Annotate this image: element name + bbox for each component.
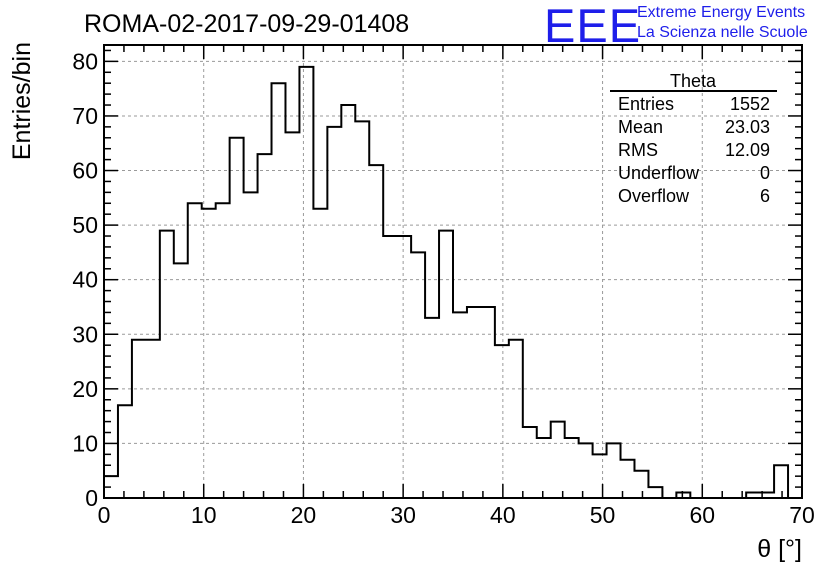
histogram-bin (202, 209, 216, 498)
histogram-bin (355, 121, 369, 498)
histogram-bin (565, 438, 579, 498)
histogram-bin (132, 340, 146, 498)
eee-logo: EEE (544, 0, 642, 52)
y-tick-label: 20 (72, 376, 98, 402)
x-tick-label: 10 (191, 502, 217, 528)
histogram-bin (118, 405, 132, 498)
stats-value: 0 (760, 163, 770, 183)
stats-label: Entries (618, 94, 674, 114)
logo-line-1: Extreme Energy Events (637, 4, 806, 21)
histogram-bin (439, 231, 453, 498)
y-tick-label: 0 (85, 485, 98, 511)
stats-value: 12.09 (725, 140, 770, 160)
y-tick-label: 40 (72, 267, 98, 293)
x-tick-label: 40 (490, 502, 516, 528)
histogram-bin (160, 231, 174, 498)
stats-box-title: Theta (670, 71, 717, 91)
histogram-bin (244, 192, 258, 498)
histogram-bin (188, 203, 202, 498)
x-tick-label: 30 (390, 502, 416, 528)
stats-label: Overflow (618, 186, 690, 206)
histogram-bin (453, 312, 467, 498)
stats-label: Mean (618, 117, 663, 137)
eee-logo-caption: Extreme Energy Events La Scienza nelle S… (637, 3, 808, 43)
histogram-bin (272, 83, 286, 498)
histogram-bin (425, 318, 439, 498)
histogram-bin (341, 105, 355, 498)
histogram-title: ROMA-02-2017-09-29-01408 (84, 10, 410, 38)
x-tick-label: 0 (98, 502, 111, 528)
y-tick-label: 30 (72, 321, 98, 347)
histogram-bin (648, 487, 662, 498)
stats-value: 23.03 (725, 117, 770, 137)
plot-frame (103, 44, 803, 499)
histogram-bin (299, 67, 313, 498)
x-tick-label: 20 (291, 502, 317, 528)
histogram-bin (495, 345, 509, 498)
histogram-bin (327, 127, 341, 498)
histogram-bin (285, 132, 299, 498)
x-tick-label: 70 (789, 502, 815, 528)
histogram-series (103, 65, 802, 499)
stats-value: 6 (760, 186, 770, 206)
y-tick-label: 70 (72, 103, 98, 129)
y-tick-label: 60 (72, 158, 98, 184)
histogram-bin (146, 340, 160, 498)
histogram-bin (593, 454, 607, 498)
axis-ticks (103, 45, 803, 499)
stats-label: Underflow (618, 163, 700, 183)
histogram-bin (523, 427, 537, 498)
x-axis-title: θ [°] (757, 535, 802, 563)
x-tick-label: 50 (590, 502, 616, 528)
histogram-bin (369, 165, 383, 498)
y-tick-label: 10 (72, 430, 98, 456)
stats-value: 1552 (730, 94, 770, 114)
histogram-bin (774, 465, 788, 498)
histogram-bin (467, 307, 481, 498)
histogram-bin (509, 340, 523, 498)
y-tick-label: 80 (72, 48, 98, 74)
histogram-bin (607, 443, 621, 498)
histogram-bin (411, 252, 425, 498)
histogram-bin (258, 154, 272, 498)
histogram-bin (579, 443, 593, 498)
histogram-bin (174, 263, 188, 498)
histogram-bin (397, 236, 411, 498)
stats-label: RMS (618, 140, 658, 160)
y-tick-label: 50 (72, 212, 98, 238)
logo-line-2: La Scienza nelle Scuole (637, 24, 808, 41)
y-axis-title: Entries/bin (8, 42, 36, 160)
histogram-bin (230, 138, 244, 498)
histogram-bin (537, 438, 551, 498)
histogram-bin (383, 236, 397, 498)
histogram-bin (634, 471, 648, 498)
histogram-bin (313, 209, 327, 498)
histogram-bin (481, 307, 495, 498)
histogram-bin (216, 203, 230, 498)
histogram-bin (551, 422, 565, 498)
y-tick-labels: 0 10 20 30 40 50 60 70 80 (72, 48, 98, 511)
stats-box: Theta Entries 1552 Mean 23.03 RMS 12.09 Underf… (610, 71, 777, 206)
x-tick-labels: 0 10 20 30 40 50 60 70 (98, 502, 815, 528)
stats-rows: Entries 1552 Mean 23.03 RMS 12.09 Underflow 0 Ov… (618, 94, 770, 206)
x-tick-label: 60 (689, 502, 715, 528)
